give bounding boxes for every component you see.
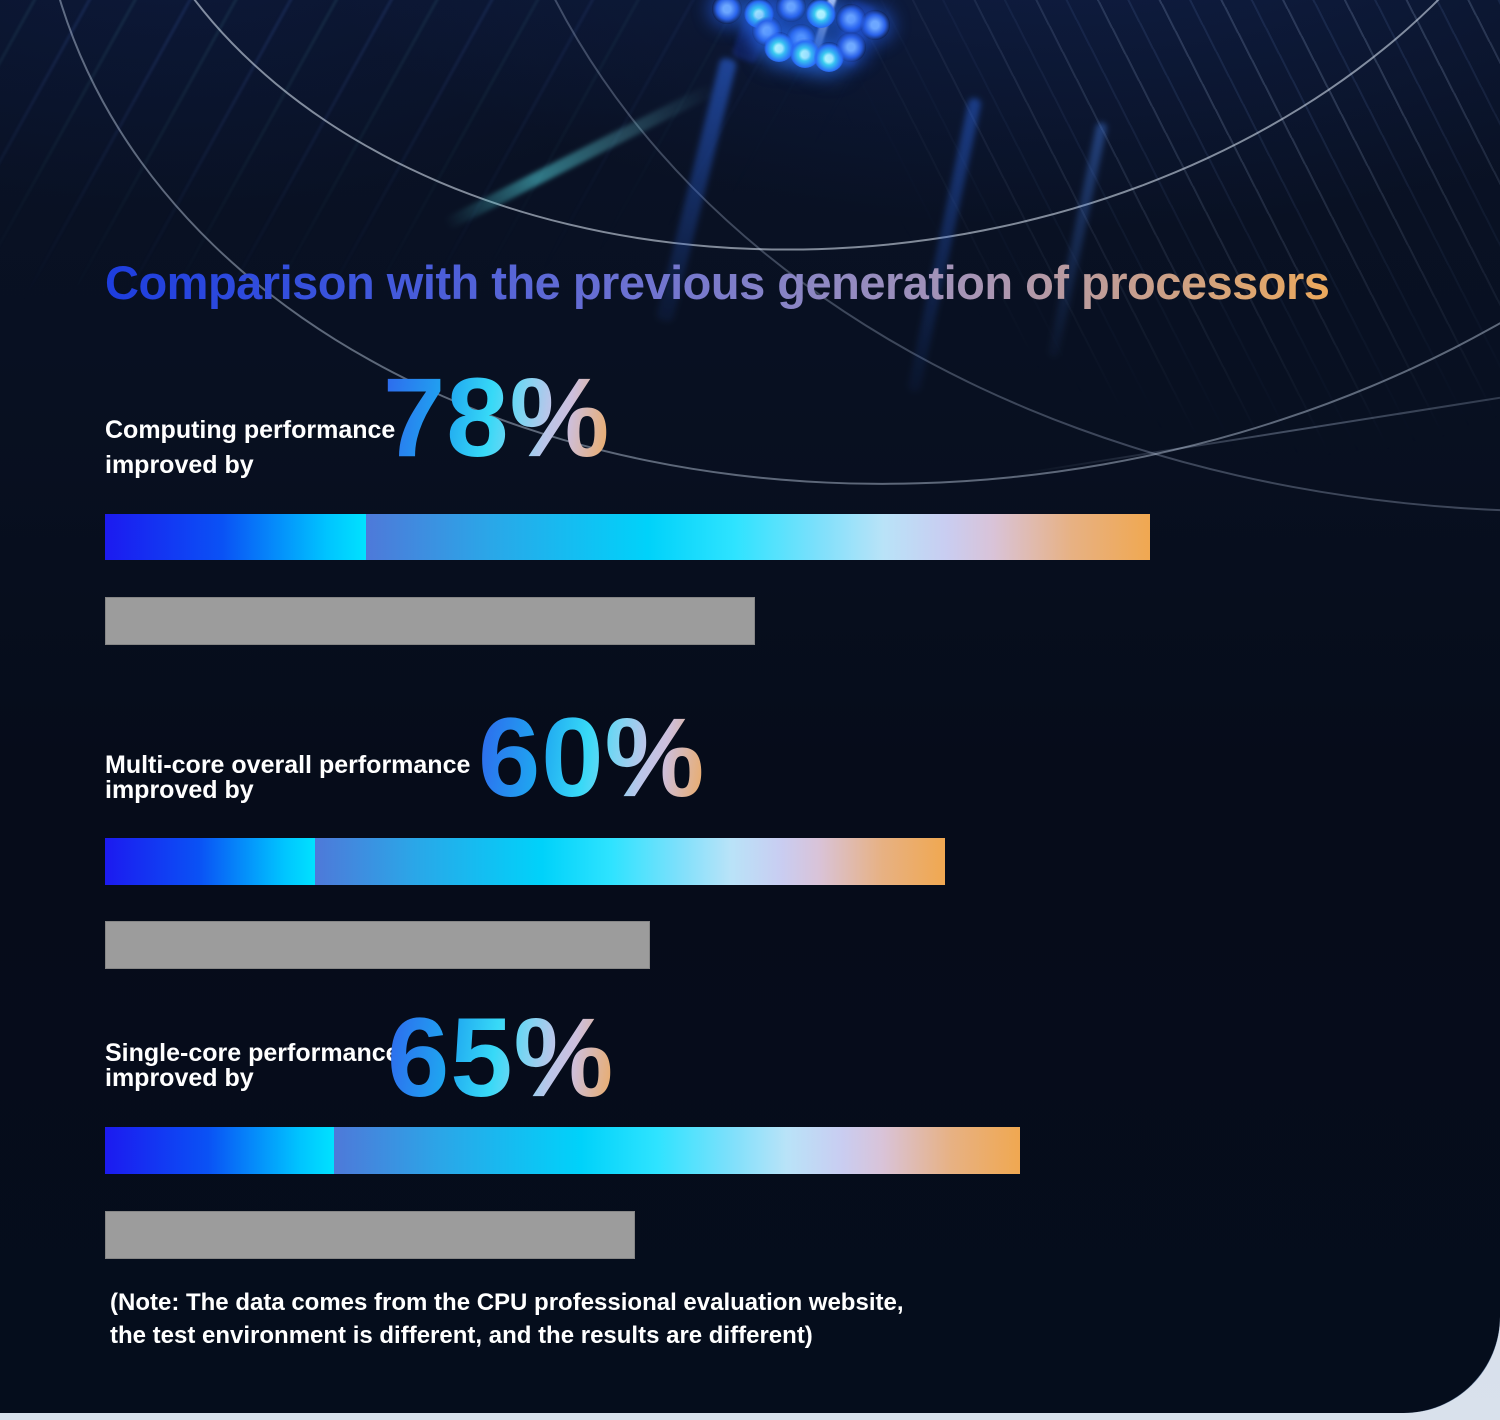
metric-label-line1: Single-core performance — [105, 1039, 400, 1067]
footnote: (Note: The data comes from the CPU profe… — [110, 1286, 904, 1352]
bar-segment-left — [105, 514, 367, 560]
glow-dot — [712, 0, 742, 24]
glow-dot — [806, 0, 836, 28]
new-gen-bar-computing — [105, 514, 1150, 560]
bar-segment-right — [366, 514, 1150, 560]
bar-segment-right — [315, 838, 945, 885]
improvement-value-multicore: 60% — [478, 695, 706, 820]
bar-segment-left — [105, 1127, 334, 1174]
metric-label-line1: Computing performance — [105, 416, 396, 444]
bar-segment-right — [333, 1127, 1020, 1174]
footnote-line2: the test environment is different, and t… — [110, 1322, 813, 1349]
metric-label-line1: Multi-core overall performance — [105, 751, 471, 779]
rounded-corner-edge — [1267, 1200, 1500, 1413]
glow-dot — [776, 0, 806, 22]
glow-dot — [860, 10, 890, 40]
metric-label-line2: improved by — [105, 1064, 254, 1092]
bar-segment-left — [105, 838, 315, 885]
previous-gen-bar-multicore — [105, 921, 650, 969]
improvement-value-computing: 78% — [383, 355, 611, 480]
metric-label-singlecore: Single-core performance improved by — [105, 1041, 400, 1091]
metric-label-line2: improved by — [105, 776, 254, 804]
improvement-value-singlecore: 65% — [387, 995, 615, 1120]
metric-label-line2: improved by — [105, 451, 254, 479]
new-gen-bar-multicore — [105, 838, 945, 885]
light-streaks-right — [720, 0, 1500, 594]
glow-dot — [836, 32, 866, 62]
glow-dot — [764, 32, 794, 62]
footnote-line1: (Note: The data comes from the CPU profe… — [110, 1289, 904, 1316]
metric-label-multicore: Multi-core overall performance improved … — [105, 753, 470, 803]
metric-label-computing: Computing performance improved by — [105, 413, 395, 483]
previous-gen-bar-computing — [105, 597, 755, 645]
previous-gen-bar-singlecore — [105, 1211, 635, 1259]
chart-title: Comparison with the previous generation … — [105, 256, 1330, 309]
new-gen-bar-singlecore — [105, 1127, 1020, 1174]
